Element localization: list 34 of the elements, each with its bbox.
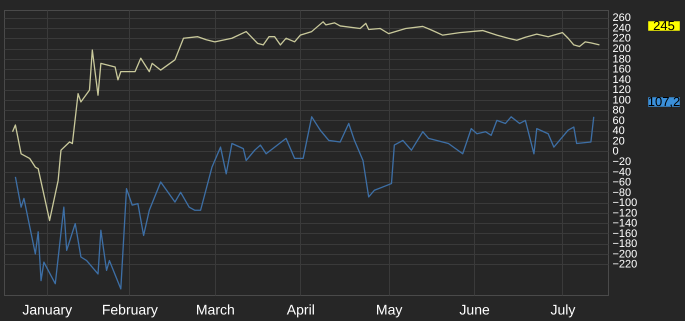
y-tick-label: 240 <box>612 22 631 34</box>
y-tick-label: 220 <box>612 32 631 45</box>
y-tick-label: −180 <box>612 238 638 250</box>
y-tick-label: 120 <box>612 84 631 96</box>
y-tick-label: 140 <box>612 74 631 86</box>
y-tick-label: 200 <box>612 43 631 56</box>
y-tick-label: 160 <box>612 64 631 76</box>
y-tick-label: 80 <box>612 104 625 117</box>
y-tick-label: 100 <box>612 94 631 106</box>
y-tick-label: −120 <box>612 207 638 220</box>
y-tick-label: −220 <box>612 258 638 271</box>
y-tick-label: −160 <box>612 228 638 240</box>
y-tick-label: 20 <box>612 135 625 148</box>
x-tick-label: January <box>22 302 72 318</box>
y-tick-label: 180 <box>612 53 631 66</box>
y-tick-label: −140 <box>612 218 638 230</box>
y-tick-label: −40 <box>612 166 632 178</box>
x-tick-label: June <box>459 302 490 318</box>
y-tick-label: −200 <box>612 248 638 260</box>
text: 245 <box>653 18 675 33</box>
y-tick-label: 0 <box>612 146 619 158</box>
x-tick-label: May <box>376 302 402 318</box>
x-tick-label: April <box>286 302 315 318</box>
y-tick-label: −60 <box>612 176 632 189</box>
x-tick-label: July <box>550 302 576 318</box>
x-tick-label: March <box>196 302 235 318</box>
y-tick-label: 40 <box>612 125 625 138</box>
y-tick-label: −100 <box>612 197 638 210</box>
y-tick-label: 260 <box>612 12 631 24</box>
y-tick-label: 60 <box>612 114 625 127</box>
y-tick-label: −80 <box>612 186 632 199</box>
y-tick-label: −20 <box>612 156 632 168</box>
x-tick-label: February <box>102 302 158 318</box>
text: 107,2 <box>648 94 680 109</box>
